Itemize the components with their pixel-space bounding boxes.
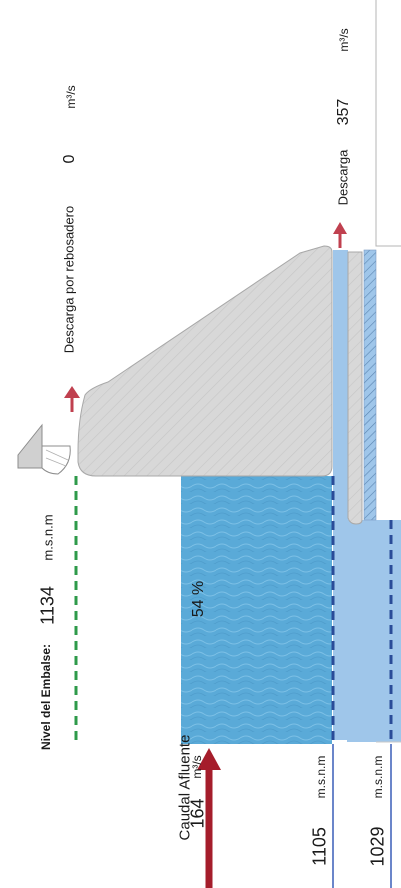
dam-body <box>77 245 333 477</box>
radial-gate-icon <box>41 445 71 475</box>
bottom-water-strip <box>333 250 348 740</box>
fill-percent: 54 % <box>190 580 207 618</box>
spillway-label: Descarga por rebosadero <box>61 205 77 354</box>
discharge-unit: m³/s <box>337 28 351 52</box>
reservoir-water <box>181 476 332 744</box>
inflow-unit: m³/s <box>190 755 204 779</box>
level-b-value: 1029 <box>367 826 388 867</box>
inflow-arrow-icon <box>197 748 221 888</box>
gate-hatch <box>363 249 377 521</box>
reservoir-level-unit: m.s.n.m <box>40 514 56 561</box>
level-a-unit: m.s.n.m <box>314 755 328 799</box>
outlet-channel <box>347 520 401 742</box>
level-a-value: 1105 <box>309 827 330 866</box>
gallery-block <box>347 251 363 525</box>
inflow-value: 164 <box>187 798 208 829</box>
spillway-arrow-icon <box>64 386 80 412</box>
discharge-label: Descarga <box>335 149 351 206</box>
tailwater-box <box>375 0 401 247</box>
discharge-value: 357 <box>335 98 352 126</box>
discharge-arrow-icon <box>333 222 347 248</box>
spillway-unit: m³/s <box>64 85 78 109</box>
level-b-unit: m.s.n.m <box>371 755 385 799</box>
reservoir-level-value: 1134 <box>37 586 58 625</box>
spillway-gate-icon <box>17 423 43 469</box>
spillway-value: 0 <box>61 154 78 164</box>
reservoir-level-label: Nivel del Embalse: <box>39 643 53 751</box>
